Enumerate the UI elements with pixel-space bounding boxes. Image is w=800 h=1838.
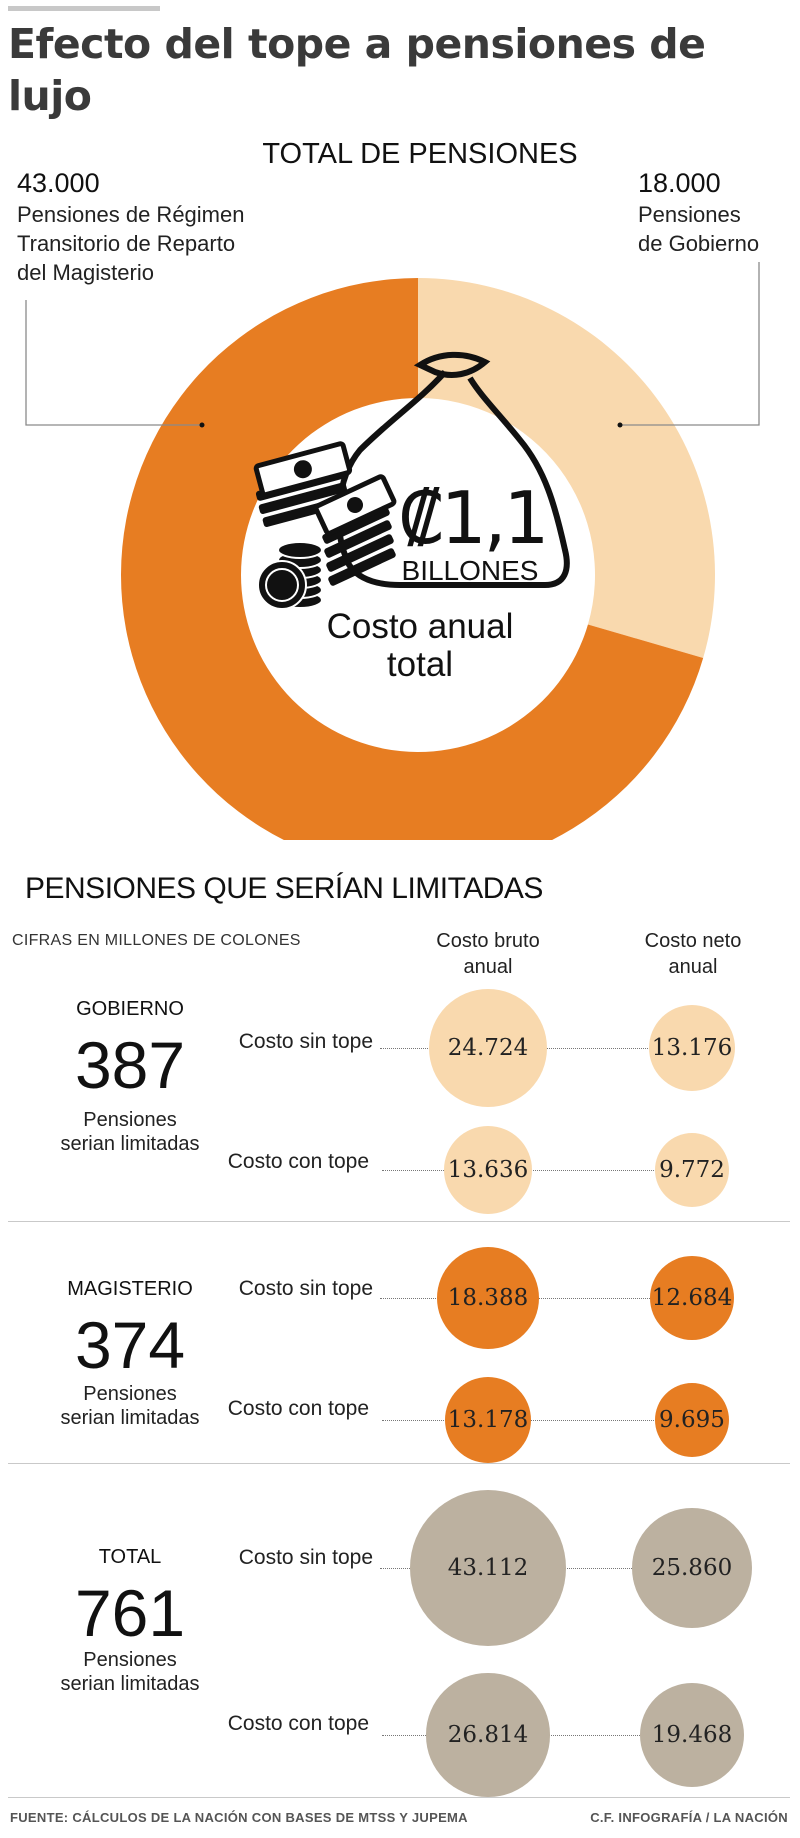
callout-left-value: 43.000 — [17, 168, 100, 198]
bubble-total-sin-bruto: 43.112 — [410, 1490, 566, 1646]
leader-line-left — [25, 300, 202, 426]
column-header-line: Costo bruto — [436, 930, 540, 952]
donut-chart — [25, 262, 760, 840]
center-caption: Costo anual total — [310, 608, 530, 684]
donut-slice-magisterio — [121, 278, 704, 840]
group-name: MAGISTERIO — [67, 1278, 193, 1300]
money-bag-icon — [335, 351, 570, 588]
callout-left-label: Pensiones de Régimen Transitorio de Repa… — [17, 200, 244, 287]
callout-right-value: 18.000 — [638, 168, 721, 198]
column-header-neto: Costo neto anual — [613, 928, 773, 980]
cash-stack-icon — [253, 441, 397, 586]
credit-note: C.F. INFOGRAFÍA / LA NACIÓN — [590, 1810, 788, 1825]
top-rule — [8, 6, 160, 11]
callout-left-line: Transitorio de Reparto — [17, 231, 236, 256]
bubble-magisterio-con-neto: 9.695 — [655, 1383, 729, 1457]
donut-slice-gobierno — [418, 278, 715, 659]
connector-line — [382, 1420, 692, 1421]
callout-right-line: de Gobierno — [638, 231, 760, 256]
row-label-con-tope: Costo con tope — [227, 1150, 369, 1173]
callout-left-line: Pensiones de Régimen — [17, 202, 245, 227]
group-subtitle-line: Pensiones — [83, 1109, 177, 1131]
row-label-sin-tope: Costo sin tope — [238, 1277, 373, 1300]
connector-line — [382, 1170, 692, 1171]
leader-line-right — [620, 262, 760, 426]
row-label-sin-tope: Costo sin tope — [238, 1030, 373, 1053]
bubble-gobierno-sin-bruto: 24.724 — [428, 988, 548, 1108]
bubble-gobierno-sin-neto: 13.176 — [648, 1004, 736, 1092]
row-label-con-tope: Costo con tope — [227, 1712, 369, 1735]
bubble-gobierno-con-bruto: 13.636 — [444, 1126, 532, 1214]
group-count: 387 — [74, 1028, 186, 1102]
bubble-magisterio-sin-neto: 12.684 — [649, 1255, 735, 1341]
bubble-magisterio-con-bruto: 13.178 — [444, 1376, 532, 1464]
group-subtitle-line: Pensiones — [83, 1383, 177, 1405]
section-title: PENSIONES QUE SERÍAN LIMITADAS — [25, 872, 543, 905]
column-header-line: anual — [463, 956, 513, 978]
center-caption-line: Costo anual — [326, 607, 514, 646]
group-subtitle: Pensiones serian limitadas — [30, 1648, 230, 1696]
group-subtitle-line: serian limitadas — [60, 1133, 200, 1155]
column-header-bruto: Costo bruto anual — [408, 928, 568, 980]
group-subtitle-line: serian limitadas — [60, 1673, 200, 1695]
bubble-total-con-neto: 19.468 — [639, 1682, 745, 1788]
bubble-total-con-bruto: 26.814 — [426, 1673, 550, 1797]
column-header-line: anual — [668, 956, 718, 978]
group-subtitle-line: Pensiones — [83, 1649, 177, 1671]
source-note: FUENTE: CÁLCULOS DE LA NACIÓN CON BASES … — [10, 1810, 468, 1825]
group-name: TOTAL — [98, 1546, 162, 1568]
group-subtitle: Pensiones serian limitadas — [30, 1382, 230, 1430]
center-amount: ₡1,1 — [398, 476, 549, 560]
leader-dot-left — [199, 422, 205, 428]
center-unit: BILLONES — [401, 555, 539, 586]
row-label-sin-tope: Costo sin tope — [238, 1546, 373, 1569]
group-divider — [8, 1463, 790, 1464]
group-count: 761 — [74, 1576, 186, 1650]
bubble-gobierno-con-neto: 9.772 — [654, 1132, 730, 1208]
donut-title: TOTAL DE PENSIONES — [262, 138, 578, 170]
center-caption-line: total — [386, 645, 454, 684]
row-label-con-tope: Costo con tope — [227, 1397, 369, 1420]
coins-icon — [257, 541, 323, 610]
callout-right-label: Pensiones de Gobierno — [638, 200, 759, 258]
group-name: GOBIERNO — [76, 998, 184, 1020]
callout-left-line: del Magisterio — [17, 260, 154, 285]
callout-right-line: Pensiones — [638, 202, 741, 227]
page-title: Efecto del tope a pensiones de lujo — [8, 20, 706, 120]
footer-rule — [8, 1797, 790, 1798]
leader-dot-right — [617, 422, 623, 428]
column-header-line: Costo neto — [644, 930, 742, 952]
group-count: 374 — [74, 1308, 186, 1382]
bubble-total-sin-neto: 25.860 — [631, 1507, 753, 1629]
group-subtitle: Pensiones serian limitadas — [30, 1108, 230, 1156]
units-note: CIFRAS EN MILLONES DE COLONES — [12, 932, 301, 949]
bubble-magisterio-sin-bruto: 18.388 — [437, 1247, 539, 1349]
group-subtitle-line: serian limitadas — [60, 1407, 200, 1429]
group-divider — [8, 1221, 790, 1222]
